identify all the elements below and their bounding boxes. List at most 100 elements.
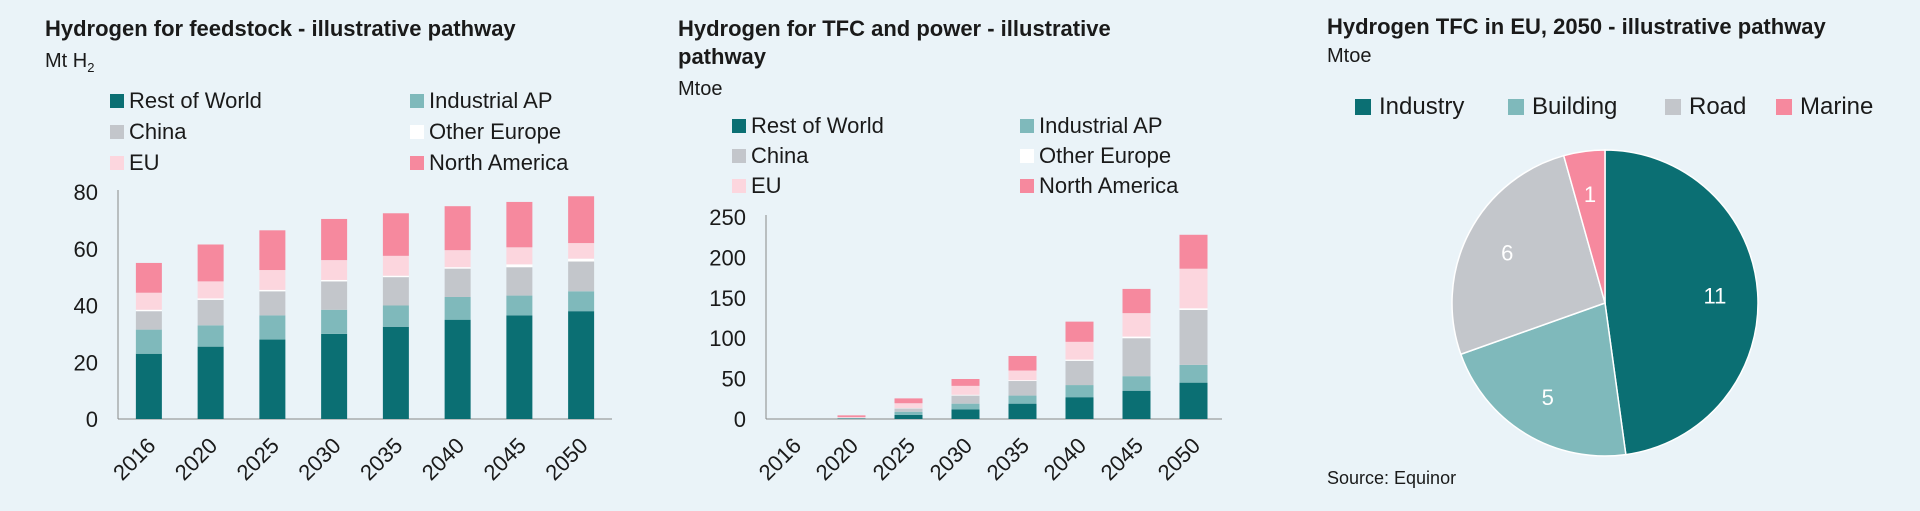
bar-rest-of-world-2040 — [444, 319, 471, 419]
bar-industrial-ap-2025 — [259, 315, 286, 340]
legend-item-other-europe: Other Europe — [410, 119, 561, 145]
bar-other-europe-2045 — [1122, 336, 1151, 339]
bar-north-america-2045 — [506, 201, 533, 248]
bar-china-2025 — [259, 291, 286, 316]
bar-industrial-ap-2025 — [894, 411, 923, 415]
bar-rest-of-world-2030 — [951, 409, 980, 419]
bar-other-europe-2045 — [506, 264, 533, 268]
eu-tfc-pie-panel: Hydrogen TFC in EU, 2050 - illustrative … — [1310, 0, 1920, 511]
source-note: Source: Equinor — [1327, 468, 1457, 488]
x-tick-label: 2030 — [925, 433, 977, 485]
x-tick-label: 2016 — [108, 433, 160, 485]
bar-eu-2020 — [837, 416, 866, 418]
legend-item-industry: Industry — [1355, 93, 1464, 121]
legend-swatch — [1020, 119, 1034, 133]
y-tick-label: 60 — [74, 237, 98, 262]
bar-china-2030 — [321, 281, 348, 310]
bar-eu-2040 — [1065, 341, 1094, 360]
bar-eu-2050 — [1179, 268, 1208, 309]
legend-label: Rest of World — [129, 88, 262, 113]
bar-north-america-2030 — [321, 218, 348, 261]
bar-industrial-ap-2020 — [197, 325, 224, 347]
legend-label: Building — [1532, 93, 1618, 120]
chart-title: Hydrogen TFC in EU, 2050 - illustrative … — [1327, 14, 1826, 39]
legend-swatch — [1776, 99, 1792, 115]
bar-other-europe-2025 — [259, 289, 286, 292]
x-tick-label: 2040 — [1039, 433, 1091, 485]
bar-eu-2016 — [135, 292, 162, 310]
x-tick-label: 2030 — [293, 433, 345, 485]
legend-swatch — [110, 94, 124, 108]
x-tick-label: 2020 — [170, 433, 222, 485]
bar-eu-2035 — [1008, 370, 1037, 381]
bar-rest-of-world-2050 — [1179, 382, 1208, 419]
legend-swatch — [1355, 99, 1371, 115]
bar-north-america-2050 — [1179, 234, 1208, 269]
bar-north-america-2020 — [197, 244, 224, 282]
bar-eu-2030 — [321, 260, 348, 280]
legend-item-north-america: North America — [410, 150, 568, 176]
eu-tfc-pie-chart: 11 5 6 1 — [1451, 149, 1759, 457]
x-tick-label: 2025 — [868, 433, 920, 485]
x-tick-label: 2035 — [982, 433, 1034, 485]
x-tick-label: 2035 — [355, 433, 407, 485]
bar-other-europe-2035 — [382, 275, 409, 278]
bar-north-america-2040 — [1065, 321, 1094, 342]
legend-label: Rest of World — [751, 113, 884, 138]
bar-rest-of-world-2025 — [259, 339, 286, 419]
y-tick-label: 150 — [709, 286, 746, 311]
pie-slice-building — [1459, 301, 1627, 457]
legend-swatch — [410, 156, 424, 170]
bar-china-2030 — [951, 395, 980, 404]
pie-data-label: 11 — [1703, 283, 1726, 308]
bar-industrial-ap-2030 — [951, 403, 980, 410]
bar-industrial-ap-2040 — [1065, 385, 1094, 398]
legend-item-china: China — [110, 119, 186, 145]
bar-eu-2025 — [259, 270, 286, 290]
chart-unit: Mtoe — [1327, 45, 1372, 67]
bar-rest-of-world-2045 — [506, 315, 533, 419]
legend-label: Marine — [1800, 93, 1874, 120]
legend-item-eu: EU — [732, 173, 782, 199]
bar-north-america-2035 — [382, 213, 409, 256]
bar-china-2025 — [894, 408, 923, 412]
bar-china-2016 — [135, 311, 162, 330]
legend-swatch — [410, 94, 424, 108]
bar-other-europe-2040 — [444, 267, 471, 269]
legend-item-building: Building — [1508, 93, 1617, 121]
bar-eu-2020 — [197, 281, 224, 299]
y-tick-label: 0 — [734, 407, 746, 432]
pie-slice-industry — [1604, 149, 1759, 456]
pie-data-label: 5 — [1542, 385, 1554, 410]
legend-item-road: Road — [1665, 93, 1746, 121]
bar-china-2035 — [1008, 381, 1037, 396]
legend-swatch — [410, 125, 424, 139]
x-tick-label: 2016 — [754, 433, 806, 485]
y-axis-unit: Mtoe — [678, 78, 723, 100]
bar-industrial-ap-2040 — [444, 296, 471, 320]
x-tick-label: 2045 — [479, 433, 531, 485]
legend-swatch — [1020, 149, 1034, 163]
bar-other-europe-2016 — [135, 309, 162, 312]
bar-other-europe-2030 — [321, 279, 348, 282]
y-tick-label: 250 — [709, 205, 746, 230]
legend-label: North America — [1039, 173, 1179, 198]
bar-industrial-ap-2035 — [382, 305, 409, 327]
bar-industrial-ap-2016 — [135, 329, 162, 354]
bar-north-america-2045 — [1122, 288, 1151, 314]
legend-label: EU — [129, 150, 160, 175]
bar-industrial-ap-2045 — [506, 295, 533, 316]
y-axis-unit: Mt H2 — [45, 50, 95, 75]
bar-other-europe-2050 — [1179, 308, 1208, 310]
bar-industrial-ap-2050 — [568, 291, 595, 312]
legend-item-other-europe: Other Europe — [1020, 143, 1171, 169]
legend-label: Industry — [1379, 93, 1465, 120]
chart-title: Hydrogen for feedstock - illustrative pa… — [45, 16, 516, 41]
legend-item-rest-of-world: Rest of World — [110, 88, 262, 114]
legend-item-eu: EU — [110, 150, 160, 176]
y-tick-label: 100 — [709, 326, 746, 351]
y-tick-label: 0 — [86, 407, 98, 432]
x-tick-label: 2045 — [1096, 433, 1148, 485]
legend-label: Other Europe — [1039, 143, 1172, 168]
